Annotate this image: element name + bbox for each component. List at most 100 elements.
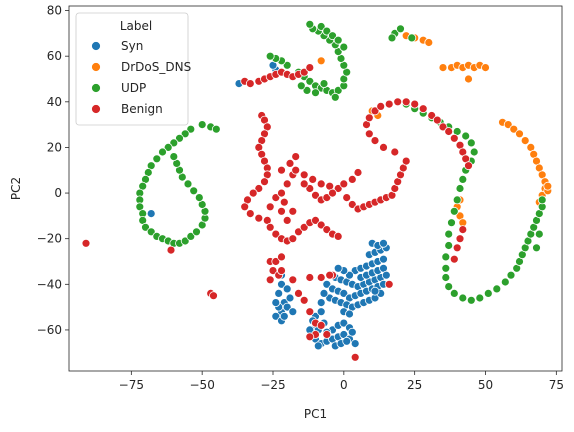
- point-syn-13: [271, 298, 281, 308]
- point-benign-32: [322, 225, 332, 235]
- legend-label-benign: Benign: [121, 102, 163, 116]
- point-drdos-dns-17: [515, 129, 524, 139]
- point-benign-68: [333, 184, 343, 193]
- point-syn-65: [381, 270, 391, 280]
- point-benign-64: [299, 170, 309, 180]
- point-udp-68: [339, 42, 349, 52]
- point-benign-20: [254, 213, 264, 223]
- point-drdos-dns-29: [543, 181, 553, 191]
- point-benign-28: [299, 222, 309, 232]
- point-benign-31: [316, 220, 326, 230]
- y-tick-label-2: −20: [37, 232, 62, 246]
- point-benign-34: [333, 231, 343, 241]
- point-benign-61: [299, 67, 309, 77]
- point-udp-3: [175, 133, 184, 143]
- legend-label-udp: UDP: [121, 81, 146, 95]
- point-benign-40: [277, 188, 286, 198]
- point-syn-97: [347, 327, 357, 337]
- point-syn-1: [277, 279, 286, 289]
- point-udp-104: [466, 295, 476, 305]
- point-udp-2: [180, 129, 190, 139]
- point-drdos-dns-15: [503, 120, 513, 129]
- point-udp-67: [333, 35, 343, 45]
- point-benign-72: [311, 190, 320, 200]
- point-syn-87: [342, 336, 352, 346]
- point-syn-71: [345, 309, 354, 319]
- point-benign-63: [291, 165, 301, 175]
- point-benign-108: [444, 127, 454, 136]
- point-syn-93: [316, 307, 326, 317]
- point-benign-22: [265, 222, 275, 232]
- point-benign-109: [449, 133, 459, 143]
- point-benign-99: [376, 102, 386, 111]
- point-udp-39: [211, 124, 221, 134]
- point-udp-87: [466, 138, 476, 148]
- plot-frame: [68, 5, 563, 372]
- point-benign-69: [339, 179, 349, 189]
- point-udp-65: [322, 26, 332, 36]
- point-benign-107: [438, 122, 448, 132]
- point-benign-94: [370, 136, 380, 146]
- point-benign-95: [364, 129, 374, 139]
- point-udp-122: [532, 243, 541, 253]
- point-drdos-dns-16: [509, 124, 519, 134]
- point-drdos-dns-12: [481, 63, 490, 72]
- point-benign-119: [288, 275, 298, 285]
- x-tick-label-0: −75: [119, 378, 144, 392]
- point-benign-27: [294, 227, 303, 237]
- point-benign-106: [432, 115, 442, 125]
- point-benign-18: [240, 202, 250, 212]
- legend-label-drdos-dns: DrDoS_DNS: [121, 60, 191, 74]
- point-benign-118: [277, 266, 286, 276]
- x-tick-label-2: −25: [260, 378, 285, 392]
- point-udp-120: [537, 195, 547, 205]
- x-tick-label-6: 75: [549, 378, 564, 392]
- point-udp-98: [441, 252, 451, 262]
- y-tick-label-3: 0: [54, 186, 62, 200]
- point-benign-120: [305, 273, 315, 282]
- point-drdos-dns-13: [464, 74, 473, 84]
- point-udp-109: [506, 270, 516, 280]
- y-tick-label-6: 60: [47, 49, 62, 63]
- point-udp-88: [469, 147, 479, 157]
- point-udp-25: [186, 231, 196, 241]
- point-udp-5: [163, 142, 173, 152]
- point-benign-46: [279, 197, 289, 207]
- point-benign-30: [311, 215, 320, 225]
- point-udp-100: [441, 273, 451, 282]
- point-udp-46: [305, 76, 315, 86]
- point-benign-101: [393, 97, 403, 107]
- point-benign-131: [350, 352, 360, 362]
- point-benign-70: [347, 174, 357, 184]
- point-benign-100: [384, 99, 394, 109]
- point-udp-91: [458, 174, 468, 184]
- point-syn-7: [271, 311, 281, 321]
- point-benign-130: [322, 330, 332, 339]
- point-benign-135: [277, 252, 286, 262]
- point-syn-5: [282, 302, 292, 312]
- point-benign-117: [449, 254, 459, 264]
- point-udp-69: [311, 88, 320, 98]
- legend-box: [75, 12, 189, 126]
- axes-layer: −75 −50 −25 0 25 50 75 −60 −40 −20 0 20 40 60 80: [37, 4, 564, 392]
- point-udp-97: [444, 241, 454, 250]
- point-benign-71: [353, 168, 363, 177]
- point-syn-56: [379, 238, 388, 248]
- y-tick-label-4: 20: [47, 140, 62, 154]
- point-benign-45: [291, 152, 301, 162]
- point-udp-75: [396, 24, 405, 34]
- point-benign-75: [328, 188, 337, 198]
- point-benign-123: [294, 288, 303, 298]
- point-syn-9: [285, 293, 295, 303]
- point-udp-71: [296, 81, 306, 91]
- legend-label-syn: Syn: [121, 39, 143, 53]
- point-benign-103: [410, 99, 420, 109]
- point-benign-113: [464, 161, 473, 171]
- point-udp-66: [328, 31, 337, 41]
- point-drdos-dns-4: [424, 38, 434, 47]
- legend-title: Label: [120, 19, 152, 33]
- point-udp-43: [265, 51, 275, 61]
- point-benign-19: [245, 209, 255, 219]
- point-syn-98: [146, 209, 156, 219]
- x-tick-label-4: 25: [407, 378, 422, 392]
